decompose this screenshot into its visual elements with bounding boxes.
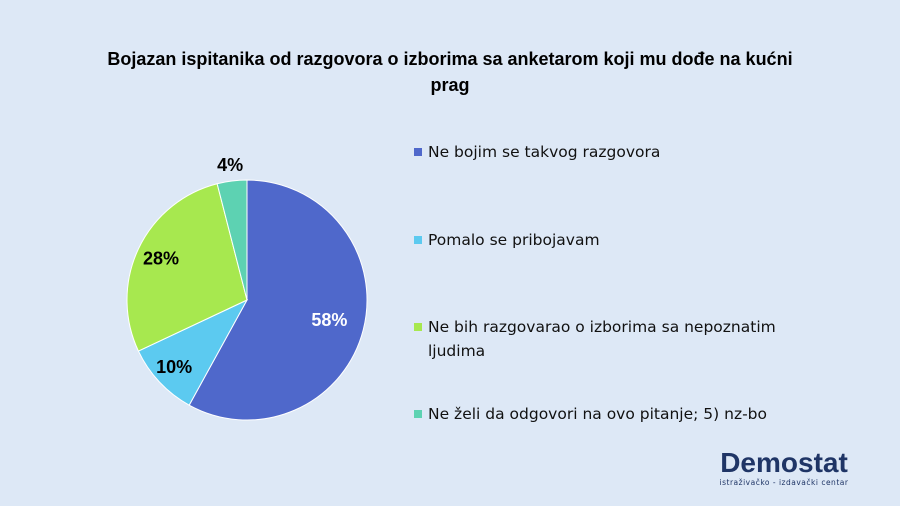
- legend-label: Ne želi da odgovori na ovo pitanje; 5) n…: [428, 405, 768, 423]
- legend-swatch: [414, 410, 422, 418]
- pie-slice: [188, 179, 368, 421]
- pie-slice: [126, 183, 248, 352]
- pie-slice: [216, 179, 248, 301]
- legend-swatch: [414, 323, 422, 331]
- data-label: 58%: [311, 310, 347, 330]
- data-label: 28%: [143, 248, 179, 268]
- logo-subtitle: istraživačko - izdavački centar: [719, 478, 849, 487]
- legend-label: Pomalo se pribojavam: [428, 231, 600, 249]
- legend-swatch: [414, 236, 422, 244]
- data-label: 4%: [217, 155, 243, 175]
- logo-name: Demostat: [720, 447, 848, 478]
- data-label: 10%: [156, 357, 192, 377]
- chart-title: Bojazan ispitanika od razgovora o izbori…: [107, 49, 793, 95]
- pie-slice: [137, 298, 249, 406]
- legend-label: Ne bojim se takvog razgovora: [428, 143, 661, 161]
- logo: Demostat istraživačko - izdavački centar: [714, 447, 854, 488]
- legend-swatch: [414, 148, 422, 156]
- legend-label: Ne bih razgovarao o izborima sa nepoznat…: [428, 318, 776, 360]
